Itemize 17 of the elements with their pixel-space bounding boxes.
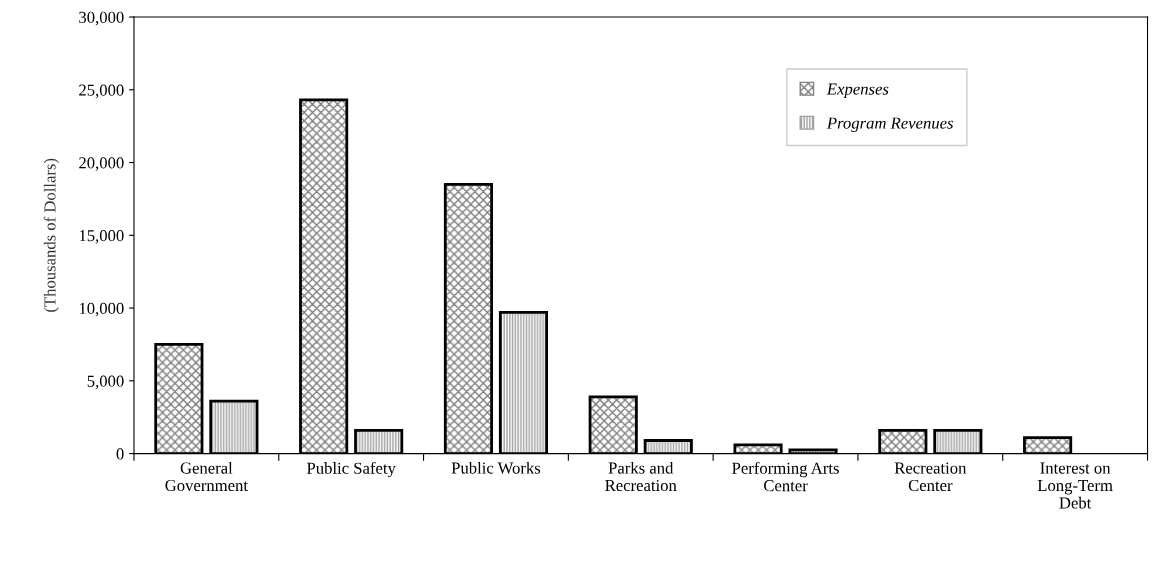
y-tick-label: 25,000 [79, 84, 124, 99]
y-axis-title: (Thousands of Dollars) [43, 158, 59, 312]
y-tick-label: 15,000 [79, 230, 124, 244]
y-tick-label: 10,000 [79, 302, 124, 317]
x-tick-label: General Government [165, 461, 248, 492]
y-tick-label: 0 [116, 448, 124, 460]
legend-label: Program Revenues [826, 117, 954, 133]
legend-label: Expenses [826, 83, 889, 99]
x-tick-label: Recreation Center [894, 462, 967, 492]
x-tick-label: Performing Arts Center [732, 461, 839, 492]
y-tick-label: 20,000 [79, 157, 124, 171]
x-tick-label: Parks and Recreation [605, 461, 677, 492]
y-tick-label: 5,000 [87, 375, 124, 390]
x-tick-label: Public Works [451, 461, 541, 474]
y-tick-label: 30,000 [79, 11, 124, 26]
x-tick-label: Public Safety [306, 461, 396, 478]
x-tick-label: Interest on Long-Term Debt [1037, 462, 1113, 509]
